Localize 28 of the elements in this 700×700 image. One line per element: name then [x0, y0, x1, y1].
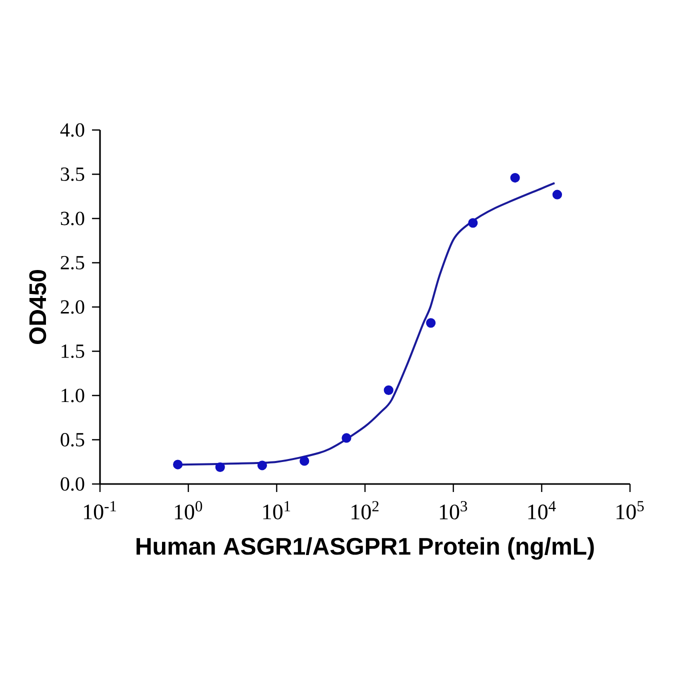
x-tick-label: 10$^{0}$ [174, 501, 202, 520]
x-tick-label: 10$^{1}$ [263, 501, 290, 520]
point [510, 172, 520, 183]
x-tick-label: 10$^{4}$ [528, 501, 556, 520]
y-tick-label: 3.5 [60, 167, 84, 182]
point [300, 456, 310, 466]
y-tick-label: 3.0 [60, 212, 84, 226]
x-tick-label: 10$^{2}$ [352, 501, 378, 520]
point [173, 460, 183, 470]
point [468, 218, 478, 228]
x-axis-title: Human ASGR1/ASGPR1 Protein (ng/mL) [136, 537, 594, 560]
point [257, 460, 268, 470]
point [342, 433, 352, 443]
y-axis-title: OD450 [29, 270, 46, 344]
x-tick-label: 10$^{5}$ [616, 501, 644, 520]
y-tick-label: 1.0 [62, 388, 84, 402]
y-tick-label: 4.0 [60, 123, 84, 137]
y-tick-label: 0.0 [60, 477, 84, 491]
y-tick-label: 0.5 [60, 432, 84, 447]
y-tick-label: 2.5 [60, 256, 84, 270]
point [552, 190, 562, 200]
y-tick-label: 1.5 [62, 344, 84, 358]
y-tick-label: 2.0 [60, 300, 84, 314]
x-tick-label: 10$^{-1}$ [84, 501, 116, 520]
point [215, 462, 225, 472]
point [426, 318, 436, 328]
x-tick-label: 10$^{3}$ [440, 501, 468, 520]
point [384, 385, 394, 395]
